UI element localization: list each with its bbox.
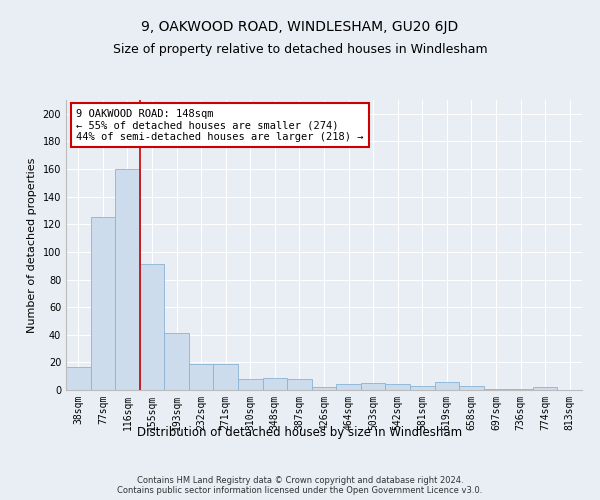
Bar (287, 379, 312, 390)
Bar (361, 383, 385, 390)
Text: Contains HM Land Registry data © Crown copyright and database right 2024.
Contai: Contains HM Land Registry data © Crown c… (118, 476, 482, 495)
Bar (189, 364, 214, 390)
Bar (434, 382, 459, 390)
Bar (484, 388, 508, 390)
Bar (533, 387, 557, 390)
Text: Distribution of detached houses by size in Windlesham: Distribution of detached houses by size … (137, 426, 463, 439)
Bar (115, 169, 140, 390)
Bar (214, 364, 238, 390)
Text: 9, OAKWOOD ROAD, WINDLESHAM, GU20 6JD: 9, OAKWOOD ROAD, WINDLESHAM, GU20 6JD (142, 20, 458, 34)
Bar (164, 334, 189, 390)
Bar (410, 386, 434, 390)
Text: Size of property relative to detached houses in Windlesham: Size of property relative to detached ho… (113, 42, 487, 56)
Bar (336, 384, 361, 390)
Bar (459, 386, 484, 390)
Text: 9 OAKWOOD ROAD: 148sqm
← 55% of detached houses are smaller (274)
44% of semi-de: 9 OAKWOOD ROAD: 148sqm ← 55% of detached… (76, 108, 364, 142)
Bar (385, 384, 410, 390)
Y-axis label: Number of detached properties: Number of detached properties (27, 158, 37, 332)
Bar (91, 218, 115, 390)
Bar (508, 388, 533, 390)
Bar (238, 379, 263, 390)
Bar (140, 264, 164, 390)
Bar (66, 366, 91, 390)
Bar (312, 387, 336, 390)
Bar (263, 378, 287, 390)
